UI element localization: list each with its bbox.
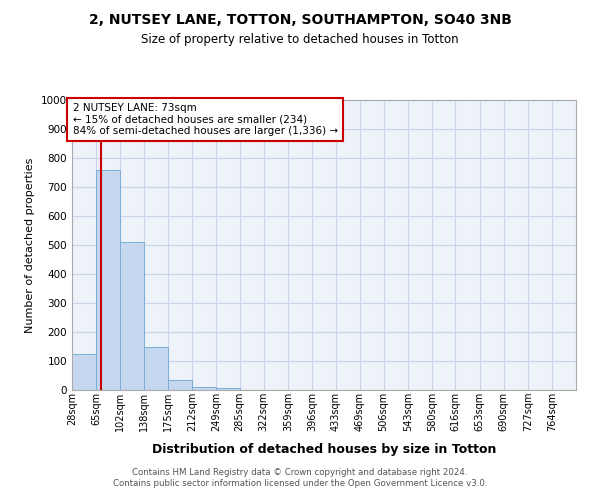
Text: 2, NUTSEY LANE, TOTTON, SOUTHAMPTON, SO40 3NB: 2, NUTSEY LANE, TOTTON, SOUTHAMPTON, SO4…	[89, 12, 511, 26]
Y-axis label: Number of detached properties: Number of detached properties	[25, 158, 35, 332]
Bar	[120, 242, 144, 390]
Bar	[96, 170, 120, 390]
Text: Distribution of detached houses by size in Totton: Distribution of detached houses by size …	[152, 442, 496, 456]
Text: Contains HM Land Registry data © Crown copyright and database right 2024.
Contai: Contains HM Land Registry data © Crown c…	[113, 468, 487, 487]
Bar	[144, 346, 168, 390]
Bar	[168, 380, 192, 390]
Text: Size of property relative to detached houses in Totton: Size of property relative to detached ho…	[141, 32, 459, 46]
Bar	[72, 354, 96, 390]
Text: 2 NUTSEY LANE: 73sqm
← 15% of detached houses are smaller (234)
84% of semi-deta: 2 NUTSEY LANE: 73sqm ← 15% of detached h…	[73, 103, 338, 136]
Bar	[192, 387, 216, 390]
Bar	[216, 388, 239, 390]
